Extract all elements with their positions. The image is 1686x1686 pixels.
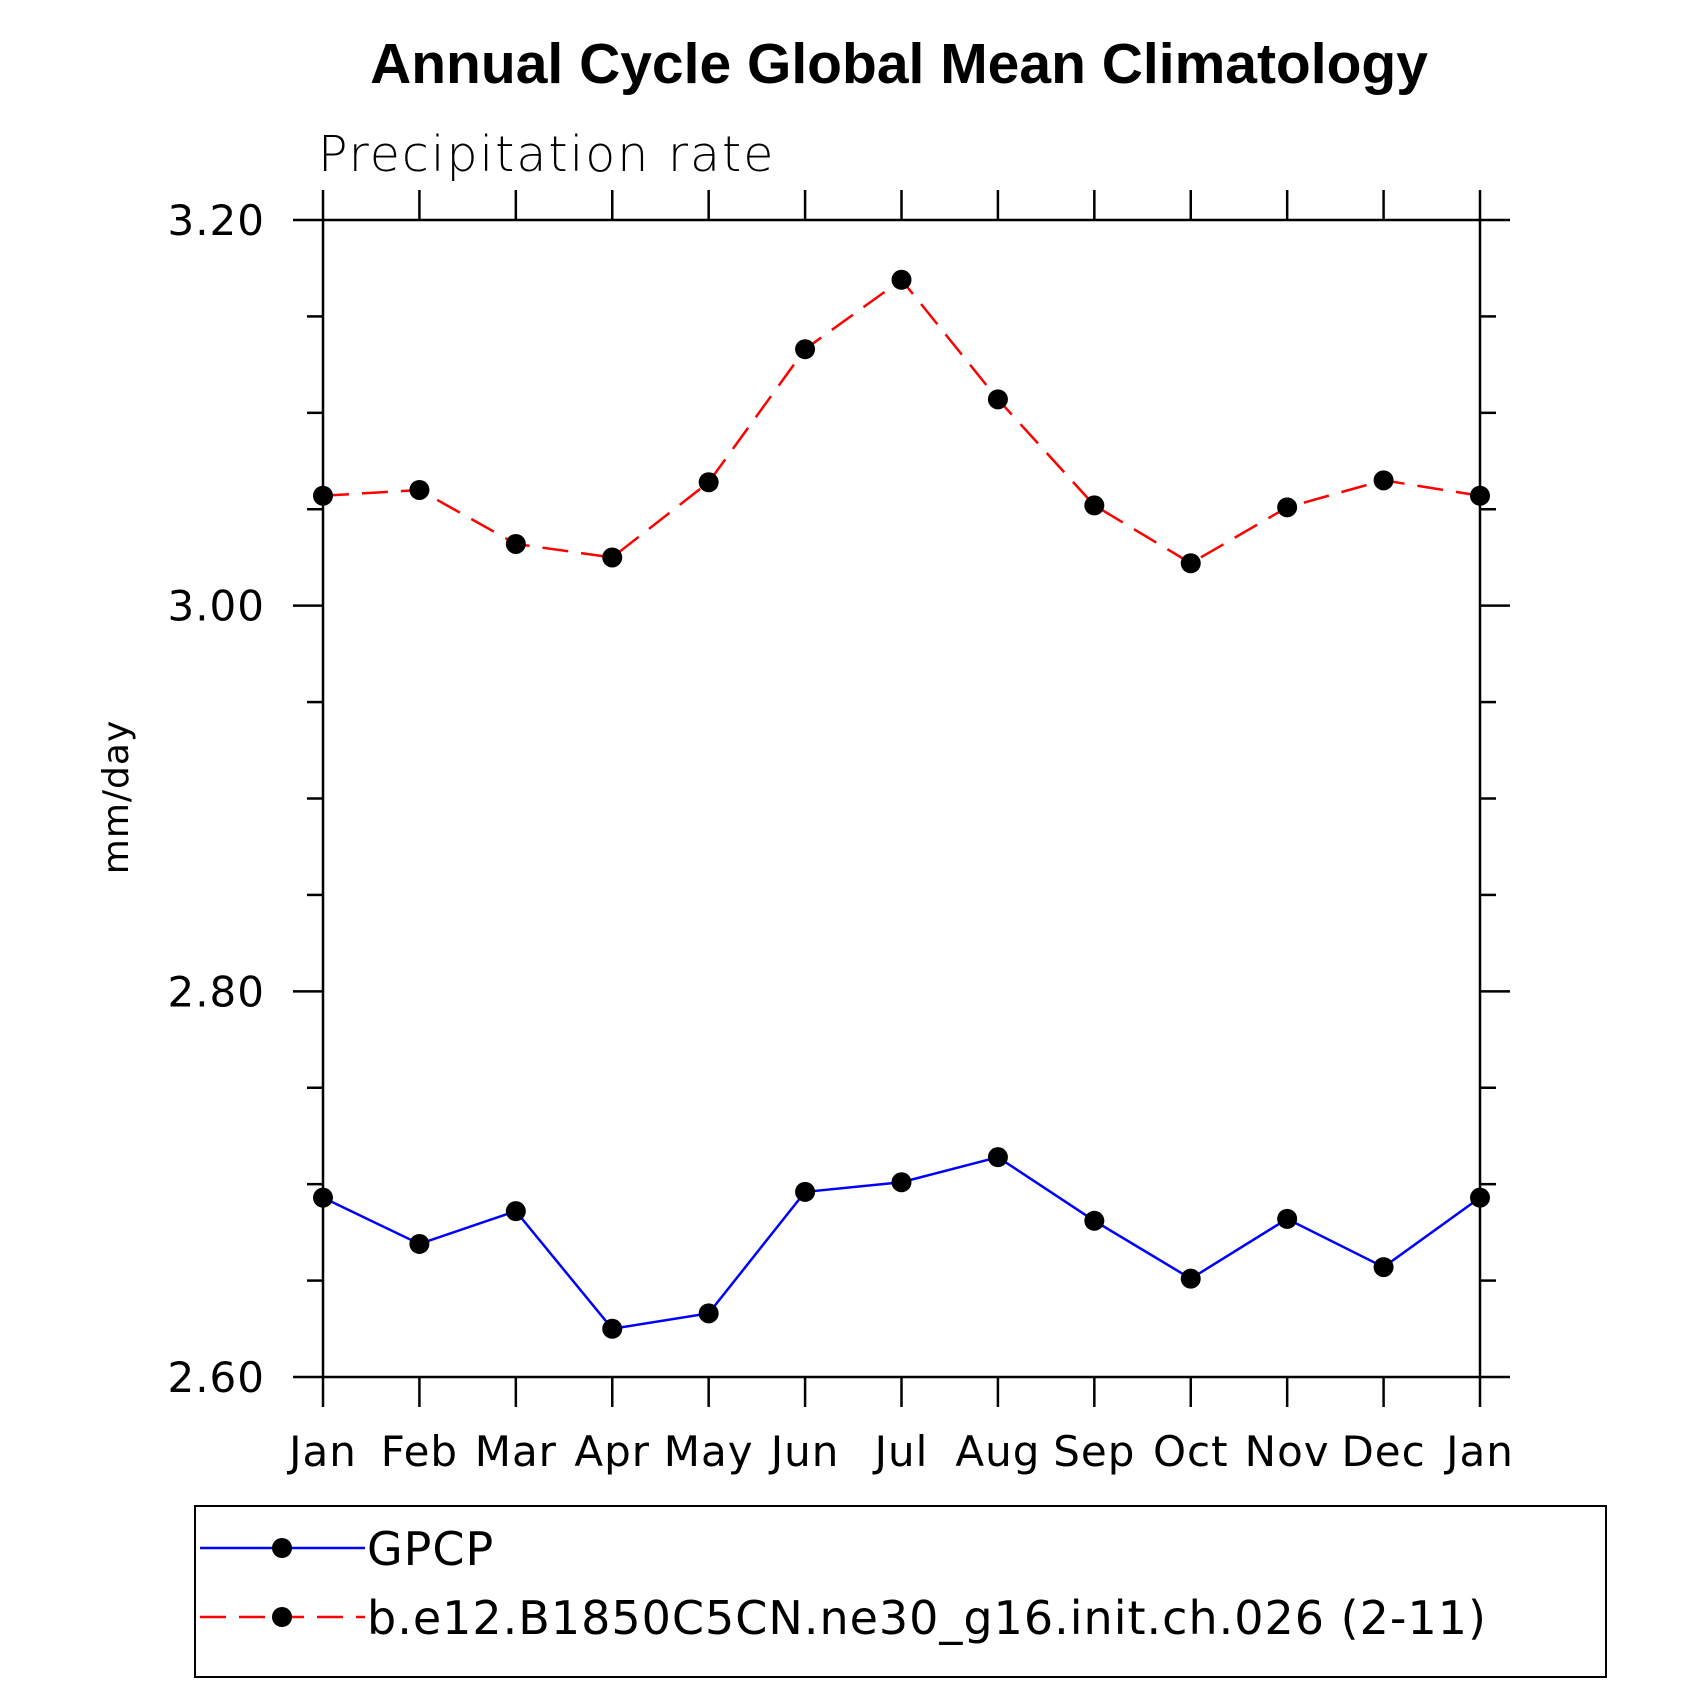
legend-marker-gpcp bbox=[272, 1538, 292, 1558]
data-point bbox=[1277, 497, 1298, 518]
x-tick-label: Aug bbox=[955, 1427, 1040, 1476]
x-tick-label: Jan bbox=[286, 1427, 357, 1476]
legend-label-gpcp: GPCP bbox=[367, 1522, 494, 1576]
data-point bbox=[698, 472, 719, 493]
chart-subtitle: Precipitation rate bbox=[318, 126, 775, 183]
data-point bbox=[602, 547, 623, 568]
legend-label-model: b.e12.B1850C5CN.ne30_g16.init.ch.026 (2-… bbox=[367, 1591, 1487, 1645]
data-point bbox=[1180, 553, 1201, 574]
data-point bbox=[313, 1187, 333, 1208]
legend-box bbox=[194, 1505, 1607, 1678]
data-point bbox=[313, 485, 333, 506]
series-line-1 bbox=[322, 278, 1481, 565]
x-tick-label: Nov bbox=[1245, 1427, 1330, 1476]
chart-title: Annual Cycle Global Mean Climatology bbox=[370, 32, 1428, 96]
data-point bbox=[891, 269, 912, 290]
x-tick-label: Jul bbox=[872, 1427, 929, 1476]
data-point bbox=[987, 1147, 1008, 1168]
y-tick-label: 2.80 bbox=[167, 967, 265, 1016]
data-point bbox=[1470, 485, 1490, 506]
legend: GPCP b.e12.B1850C5CN.ne30_g16.init.ch.02… bbox=[194, 1505, 1607, 1678]
series-layer bbox=[313, 269, 1490, 1339]
data-point bbox=[505, 533, 526, 554]
x-tick-label: Jun bbox=[768, 1427, 840, 1476]
data-point bbox=[505, 1201, 526, 1222]
x-tick-label: Mar bbox=[475, 1427, 557, 1476]
x-tick-labels: Jan Feb Mar Apr May Jun Jul Aug Sep Oct Nov Dec Jan bbox=[286, 1427, 1514, 1476]
plot-frame bbox=[321, 218, 1482, 1379]
data-point bbox=[409, 479, 430, 500]
data-point bbox=[795, 1181, 816, 1202]
data-point bbox=[602, 1318, 623, 1339]
data-point bbox=[409, 1233, 430, 1254]
data-point bbox=[1084, 1210, 1105, 1231]
tick-marks bbox=[293, 190, 1510, 1407]
x-tick-label: Dec bbox=[1341, 1427, 1425, 1476]
data-point bbox=[1180, 1268, 1201, 1289]
data-point bbox=[698, 1303, 719, 1324]
x-tick-label: Apr bbox=[574, 1427, 650, 1476]
x-tick-label: Sep bbox=[1053, 1427, 1135, 1476]
y-tick-label: 3.20 bbox=[167, 196, 265, 245]
data-point bbox=[987, 389, 1008, 410]
y-tick-label: 2.60 bbox=[167, 1353, 265, 1402]
y-tick-labels: 2.60 2.80 3.00 3.20 bbox=[167, 196, 265, 1402]
data-point bbox=[1470, 1187, 1490, 1208]
data-point bbox=[1277, 1208, 1298, 1229]
data-point bbox=[1084, 495, 1105, 516]
data-point bbox=[795, 339, 816, 360]
x-tick-label: Oct bbox=[1153, 1427, 1229, 1476]
x-tick-label: Jan bbox=[1443, 1427, 1514, 1476]
data-point bbox=[1373, 470, 1394, 491]
data-point bbox=[891, 1172, 912, 1193]
x-tick-label: May bbox=[664, 1427, 754, 1476]
y-axis-label: mm/day bbox=[96, 720, 137, 874]
x-tick-label: Feb bbox=[381, 1427, 458, 1476]
legend-marker-model bbox=[272, 1607, 292, 1627]
y-tick-label: 3.00 bbox=[167, 582, 265, 631]
data-point bbox=[1373, 1257, 1394, 1278]
